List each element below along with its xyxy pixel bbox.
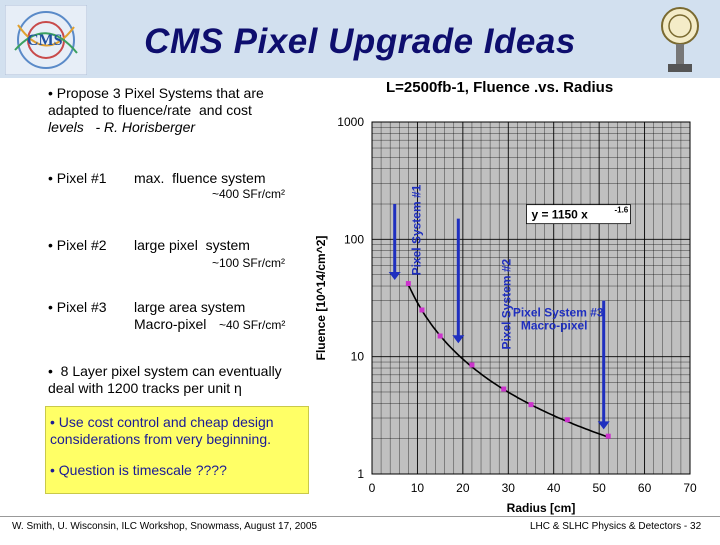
data-point <box>419 307 425 313</box>
intro-line-3: levels - R. Horisberger <box>48 119 196 135</box>
pixel-3-desc2: Macro-pixel <box>134 316 207 332</box>
pixel-3-rate: ~40 SFr/cm² <box>219 318 286 332</box>
box-line-1: • Use cost control and cheap design <box>50 414 274 430</box>
x-tick-label: 20 <box>456 481 470 495</box>
pixel-2-name: • Pixel #2 <box>48 237 107 253</box>
pixel-1-desc: max. fluence system <box>134 170 266 186</box>
header-band <box>0 0 720 78</box>
y-axis-label: Fluence [10^14/cm^2] <box>314 236 328 361</box>
box-line-3: • Question is timescale ???? <box>50 462 227 478</box>
data-point <box>605 433 611 439</box>
highlight-box: • Use cost control and cheap design cons… <box>45 406 309 494</box>
annotation-label-3: Pixel System #3 <box>513 305 604 319</box>
annotation-label-1: Pixel System #1 <box>410 184 424 275</box>
x-axis-label: Radius [cm] <box>507 501 576 515</box>
pixel-1-name: • Pixel #1 <box>48 170 107 186</box>
intro-line-1: • Propose 3 Pixel Systems that are <box>48 85 264 101</box>
data-point <box>405 281 411 287</box>
y-tick-label: 10 <box>351 350 365 364</box>
data-point <box>469 362 475 368</box>
x-tick-label: 0 <box>369 481 376 495</box>
pixel-1-rate: ~400 SFr/cm² <box>212 187 286 201</box>
chart-title: L=2500fb-1, Fluence .vs. Radius <box>386 79 614 96</box>
data-point <box>528 402 534 408</box>
y-tick-label: 100 <box>344 232 364 246</box>
box-line-2: considerations from very beginning. <box>50 431 272 447</box>
intro-line-2: adapted to fluence/rate and cost <box>48 102 252 118</box>
pixel-2-desc: large pixel system <box>134 237 250 253</box>
pixel-2-rate: ~100 SFr/cm² <box>212 256 286 270</box>
x-tick-label: 40 <box>547 481 561 495</box>
data-point <box>501 386 507 392</box>
layer-line-2: deal with 1200 tracks per unit η <box>48 380 242 396</box>
annotation-arrowhead-1 <box>388 272 401 281</box>
fit-label-box <box>526 204 631 225</box>
svg-text:CMS: CMS <box>27 32 63 49</box>
data-point <box>564 417 570 423</box>
seal-icon <box>661 7 699 72</box>
fit-label: y = 1150 x <box>531 208 588 222</box>
annotation-arrowhead-3 <box>597 421 610 430</box>
x-tick-label: 60 <box>638 481 652 495</box>
footer-right: LHC & SLHC Physics & Detectors - 32 <box>530 521 702 532</box>
data-point <box>437 333 443 339</box>
cms-logo-icon: CMS <box>5 5 87 75</box>
annotation-label-3b: Macro-pixel <box>521 318 588 332</box>
x-tick-label: 50 <box>592 481 606 495</box>
annotation-label-2: Pixel System #2 <box>499 259 513 350</box>
x-tick-label: 30 <box>502 481 516 495</box>
y-tick-label: 1000 <box>337 115 364 129</box>
footer-divider <box>0 516 720 517</box>
pixel-3-name: • Pixel #3 <box>48 299 107 315</box>
footer-left: W. Smith, U. Wisconsin, ILC Workshop, Sn… <box>12 521 317 532</box>
plot-area <box>371 121 691 475</box>
page-title: CMS Pixel Upgrade Ideas <box>144 22 576 61</box>
y-tick-label: 1 <box>357 467 364 481</box>
x-tick-label: 10 <box>411 481 425 495</box>
pixel-3-desc: large area system <box>134 299 246 315</box>
layer-line-1: • 8 Layer pixel system can eventually <box>48 363 282 379</box>
x-tick-label: 70 <box>683 481 697 495</box>
annotation-arrowhead-2 <box>452 335 465 344</box>
fit-label-exponent: -1.6 <box>614 206 628 215</box>
